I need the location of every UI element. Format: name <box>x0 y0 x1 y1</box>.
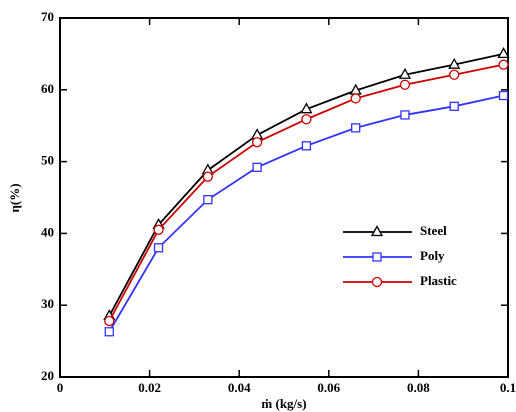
x-tick-label: 0 <box>57 380 64 395</box>
marker <box>153 224 164 235</box>
x-tick-label: 0.04 <box>228 380 251 395</box>
legend-label: Steel <box>420 223 447 238</box>
marker <box>398 67 412 79</box>
x-axis-label: ṁ (kg/s) <box>261 396 306 411</box>
marker <box>399 79 411 90</box>
x-tick-label: 0.06 <box>317 380 340 395</box>
marker <box>301 141 312 151</box>
marker <box>153 243 164 253</box>
marker <box>203 195 213 205</box>
plot-frame <box>59 17 509 378</box>
marker <box>300 102 313 114</box>
marker <box>448 57 461 69</box>
marker <box>351 123 361 133</box>
legend-label: Plastic <box>420 273 457 288</box>
marker <box>371 276 383 288</box>
marker <box>104 327 114 337</box>
marker <box>202 171 213 182</box>
legend-label: Poly <box>420 248 445 263</box>
marker <box>370 225 384 237</box>
marker <box>372 252 382 262</box>
marker <box>497 47 510 59</box>
y-tick-label: 20 <box>41 368 54 383</box>
marker <box>350 93 361 104</box>
marker <box>252 162 262 172</box>
y-tick-label: 60 <box>41 81 54 96</box>
marker <box>498 90 509 101</box>
y-tick-label: 40 <box>41 224 54 239</box>
marker <box>251 137 263 148</box>
y-tick-label: 50 <box>41 153 54 168</box>
y-tick-label: 30 <box>41 296 54 311</box>
marker <box>104 315 115 327</box>
marker <box>449 101 459 111</box>
x-tick-label: 0.1 <box>500 380 516 395</box>
marker <box>498 59 509 70</box>
y-axis-label: η(%) <box>7 183 22 212</box>
marker <box>301 114 312 125</box>
y-tick-label: 70 <box>41 9 54 24</box>
x-tick-label: 0.08 <box>407 380 430 395</box>
marker <box>400 110 410 120</box>
marker <box>449 69 460 80</box>
x-tick-label: 0.02 <box>138 380 161 395</box>
